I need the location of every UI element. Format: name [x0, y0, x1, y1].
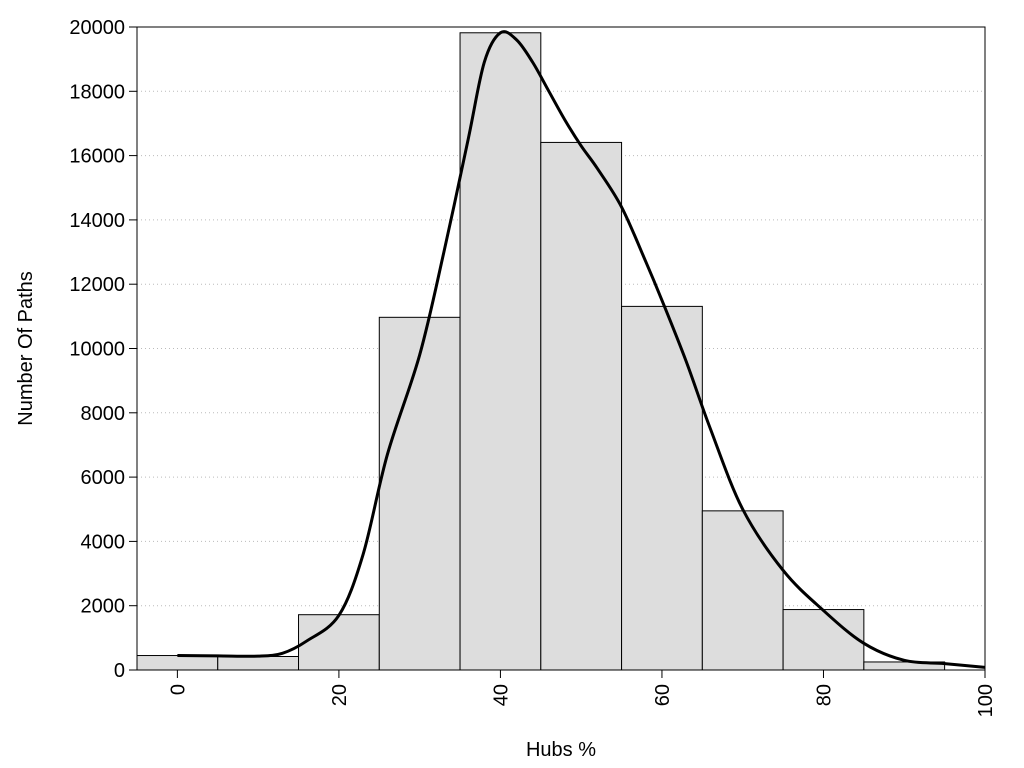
y-tick-label: 0	[114, 660, 125, 682]
x-tick-label: 0	[167, 684, 189, 695]
histogram-bar	[540, 141, 623, 671]
histogram-bar	[782, 609, 865, 671]
y-tick-label: 12000	[69, 274, 125, 296]
y-tick-label: 14000	[69, 210, 125, 232]
histogram-bar	[136, 655, 219, 671]
histogram-bar	[621, 305, 703, 671]
y-tick-label: 10000	[69, 339, 125, 361]
y-tick-label: 2000	[81, 596, 126, 618]
x-tick-label: 60	[652, 684, 674, 706]
y-tick-label: 4000	[81, 531, 126, 553]
x-axis-ticks: 0 20 40 60 80 100	[167, 670, 997, 717]
x-tick-label: 100	[975, 684, 997, 717]
y-tick-label: 20000	[69, 17, 125, 39]
histogram-bar	[217, 655, 300, 671]
histogram-bar	[298, 614, 380, 671]
x-tick-label: 40	[490, 684, 512, 706]
y-axis-label: Number Of Paths	[15, 271, 37, 426]
y-axis-ticks: 0 2000 4000 6000 8000 10000 12000 14000 16000 180…	[69, 17, 137, 682]
density-curve-layer	[177, 30, 986, 669]
histogram-bar	[459, 32, 542, 671]
x-tick-label: 80	[813, 684, 835, 706]
y-tick-label: 6000	[81, 467, 126, 489]
x-tick-label: 20	[329, 684, 351, 706]
histogram-bar	[701, 510, 784, 671]
histogram-bars	[136, 32, 946, 671]
y-tick-label: 16000	[69, 146, 125, 168]
y-tick-label: 8000	[81, 403, 126, 425]
y-tick-label: 18000	[69, 81, 125, 103]
histogram-bar	[378, 316, 461, 671]
density-curve	[177, 30, 986, 669]
x-axis-label: Hubs %	[526, 739, 596, 761]
